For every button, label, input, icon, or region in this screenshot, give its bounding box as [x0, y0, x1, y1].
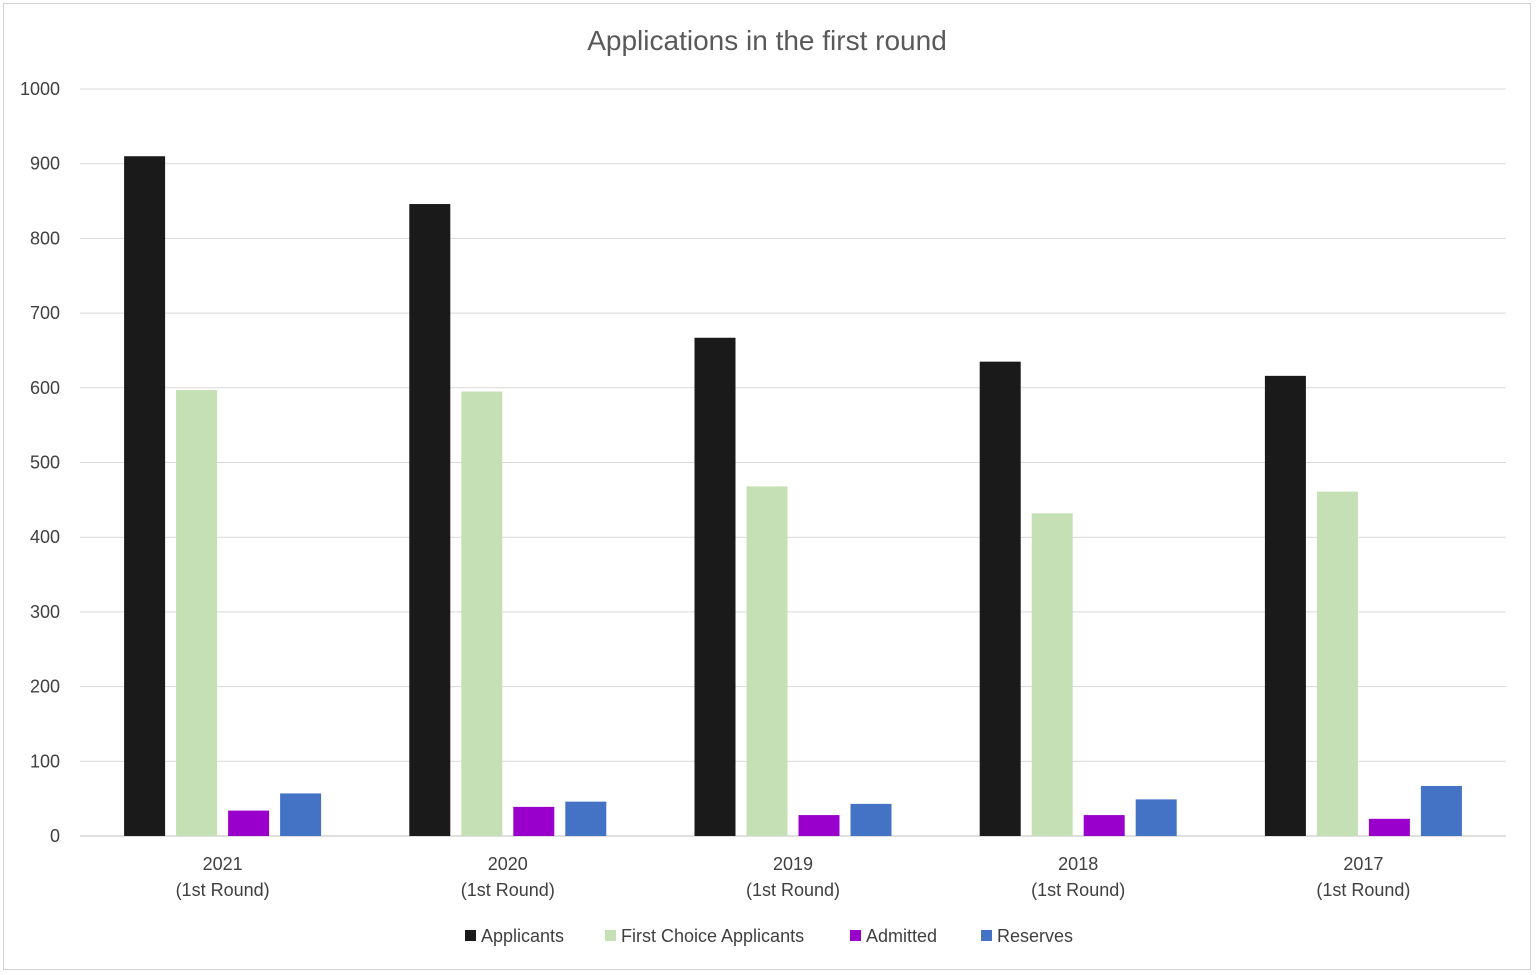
x-category-label: (1st Round)	[461, 880, 555, 900]
bar-first-choice-applicants	[176, 390, 218, 836]
legend-entry: First Choice Applicants	[621, 926, 804, 946]
x-category-label: (1st Round)	[746, 880, 840, 900]
bar-admitted	[798, 815, 840, 836]
legend-swatch	[850, 930, 861, 941]
x-category-label: 2019	[773, 854, 813, 874]
bar-reserves	[565, 801, 607, 836]
x-category-label: 2020	[488, 854, 528, 874]
bar-admitted	[1368, 818, 1410, 836]
bars	[124, 156, 1462, 837]
legend-entry: Reserves	[997, 926, 1073, 946]
y-tick-label: 800	[30, 228, 60, 248]
y-tick-label: 1000	[20, 79, 60, 99]
bar-admitted	[228, 810, 270, 836]
bar-admitted	[513, 806, 555, 836]
y-tick-label: 400	[30, 527, 60, 547]
y-tick-label: 300	[30, 602, 60, 622]
y-tick-label: 500	[30, 453, 60, 473]
bar-reserves	[280, 793, 322, 836]
bar-reserves	[1420, 785, 1462, 836]
legend-swatch	[981, 930, 992, 941]
x-category-label: (1st Round)	[1031, 880, 1125, 900]
legend-swatch	[605, 930, 616, 941]
bar-applicants	[124, 156, 166, 837]
bar-first-choice-applicants	[461, 391, 503, 836]
y-axis-ticks: 0 100 200 300 400 500 600 700 800 900 1000	[20, 79, 60, 846]
bar-first-choice-applicants	[1316, 491, 1358, 836]
x-category-label: 2018	[1058, 854, 1098, 874]
bar-first-choice-applicants	[1031, 513, 1073, 836]
bar-reserves	[850, 803, 892, 836]
x-axis-categories: 2021 (1st Round) 2020 (1st Round) 2019 (1st R…	[176, 854, 1411, 900]
y-tick-label: 900	[30, 154, 60, 174]
y-tick-label: 700	[30, 303, 60, 323]
bar-first-choice-applicants	[746, 486, 788, 836]
y-tick-label: 200	[30, 677, 60, 697]
bar-applicants	[409, 204, 451, 837]
bar-applicants	[694, 337, 736, 836]
x-category-label: (1st Round)	[176, 880, 270, 900]
y-tick-label: 600	[30, 378, 60, 398]
x-category-label: 2017	[1343, 854, 1383, 874]
x-category-label: (1st Round)	[1316, 880, 1410, 900]
bar-admitted	[1083, 815, 1125, 836]
bar-applicants	[1264, 375, 1306, 836]
legend-entry: Admitted	[866, 926, 937, 946]
bar-applicants	[979, 361, 1021, 836]
y-tick-label: 0	[50, 826, 60, 846]
legend-swatch	[465, 930, 476, 941]
chart-title: Applications in the first round	[587, 25, 947, 56]
legend-entry: Applicants	[481, 926, 564, 946]
bar-reserves	[1135, 799, 1177, 836]
legend: Applicants First Choice Applicants Admitte…	[465, 926, 1073, 946]
x-category-label: 2021	[203, 854, 243, 874]
y-tick-label: 100	[30, 751, 60, 771]
